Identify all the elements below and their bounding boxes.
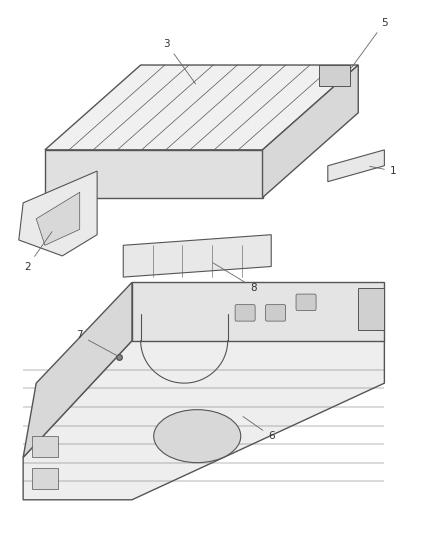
Text: 2: 2 — [24, 232, 52, 271]
Polygon shape — [262, 65, 358, 198]
Polygon shape — [23, 341, 385, 500]
Polygon shape — [358, 288, 385, 330]
Polygon shape — [19, 171, 97, 256]
Text: 3: 3 — [163, 39, 196, 84]
Polygon shape — [45, 65, 358, 150]
Ellipse shape — [154, 410, 241, 463]
Text: 1: 1 — [370, 166, 396, 176]
Text: 7: 7 — [76, 330, 117, 356]
Polygon shape — [328, 150, 385, 182]
Polygon shape — [123, 235, 271, 277]
Polygon shape — [132, 282, 385, 341]
Text: 5: 5 — [351, 18, 388, 68]
Polygon shape — [319, 65, 350, 86]
Text: 8: 8 — [213, 263, 257, 293]
FancyBboxPatch shape — [296, 294, 316, 311]
Polygon shape — [36, 192, 80, 245]
Bar — [32, 468, 58, 489]
Bar — [32, 436, 58, 457]
FancyBboxPatch shape — [265, 305, 286, 321]
Polygon shape — [45, 150, 262, 198]
Polygon shape — [23, 282, 132, 457]
FancyBboxPatch shape — [235, 305, 255, 321]
Text: 6: 6 — [243, 417, 275, 441]
